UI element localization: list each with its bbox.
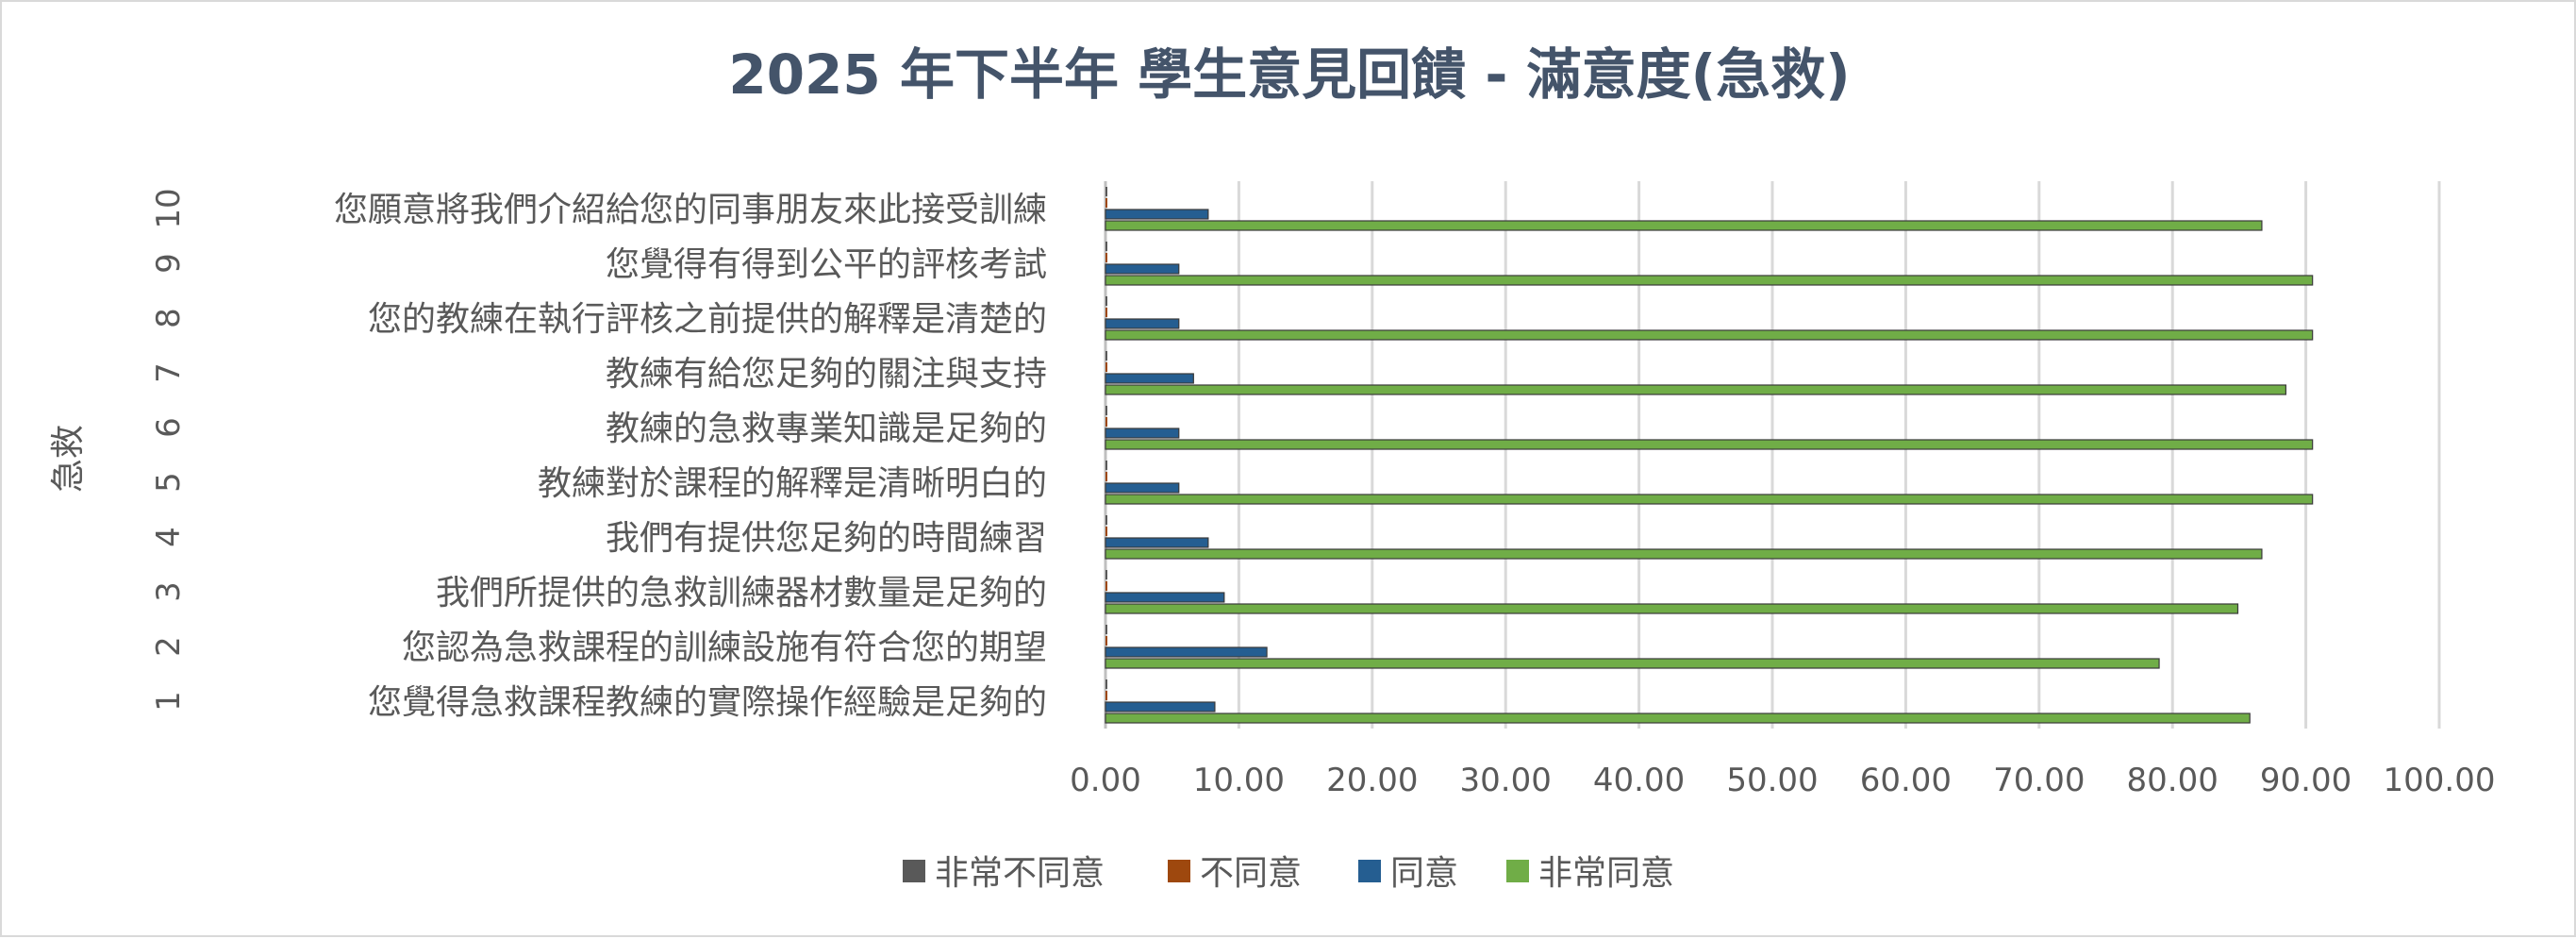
bar-4-2: [1105, 658, 2160, 669]
bar-2-10: [1105, 198, 1107, 208]
category-label: 您認為急救課程的訓練設施有符合您的期望: [402, 629, 1047, 667]
bar-4-8: [1105, 329, 2314, 341]
legend-label-2: 不同意: [1200, 854, 1302, 893]
x-tick-label: 50.00: [1726, 762, 1818, 799]
bar-4-3: [1105, 603, 2239, 614]
x-axis-ticks: 0.00 10.00 20.00 30.00 40.00 50.00 60.00 70.00 8…: [1070, 762, 2495, 799]
category-number: 2: [150, 636, 188, 657]
category-label: 我們有提供您足夠的時間練習: [606, 519, 1047, 558]
bar-3-4: [1105, 537, 1209, 548]
bar-4-7: [1105, 384, 2286, 395]
bar-4-6: [1105, 439, 2314, 450]
bar-3-3: [1105, 592, 1225, 603]
x-tick-label: 0.00: [1070, 762, 1141, 799]
bar-2-2: [1105, 636, 1107, 646]
bar-2-1: [1105, 691, 1107, 700]
category-label: 教練有給您足夠的關注與支持: [606, 355, 1047, 394]
bar-4-9: [1105, 275, 2314, 286]
bar-1-7: [1105, 351, 1107, 361]
x-tick-label: 80.00: [2127, 762, 2219, 799]
category-label: 您覺得急救課程教練的實際操作經驗是足夠的: [368, 683, 1047, 722]
bars: [1105, 187, 2314, 724]
bar-3-10: [1105, 209, 1209, 220]
category-number: 5: [150, 472, 188, 493]
legend: 非常不同意 不同意 同意 非常同意: [903, 854, 1674, 893]
x-tick-label: 100.00: [2384, 762, 2496, 799]
bar-4-10: [1105, 220, 2263, 231]
legend-swatch-1: [903, 860, 925, 882]
bar-4-1: [1105, 713, 2251, 724]
legend-label-3: 同意: [1390, 854, 1458, 893]
category-number: 8: [150, 308, 188, 328]
x-tick-label: 90.00: [2260, 762, 2352, 799]
bar-3-6: [1105, 428, 1180, 439]
bar-2-6: [1105, 417, 1107, 427]
category-number: 1: [150, 691, 188, 712]
category-number: 7: [150, 362, 188, 383]
legend-label-4: 非常同意: [1538, 854, 1674, 893]
bar-2-4: [1105, 527, 1107, 536]
x-tick-label: 60.00: [1860, 762, 1952, 799]
bar-2-9: [1105, 253, 1107, 262]
category-label: 您願意將我們介紹給您的同事朋友來此接受訓練: [334, 191, 1047, 229]
x-tick-label: 40.00: [1593, 762, 1685, 799]
category-labels: 您覺得急救課程教練的實際操作經驗是足夠的 1 您認為急救課程的訓練設施有符合您的期望…: [150, 188, 1047, 722]
category-label: 我們所提供的急救訓練器材數量是足夠的: [436, 574, 1047, 612]
bar-3-8: [1105, 318, 1180, 329]
y-axis-title: 急救: [49, 425, 88, 493]
bar-1-6: [1105, 406, 1107, 415]
bar-2-3: [1105, 581, 1107, 591]
x-tick-label: 30.00: [1460, 762, 1552, 799]
legend-swatch-3: [1358, 860, 1381, 882]
category-number: 9: [150, 253, 188, 274]
bar-4-4: [1105, 548, 2263, 560]
bar-3-2: [1105, 646, 1268, 658]
bar-1-10: [1105, 187, 1107, 196]
category-number: 3: [150, 581, 188, 602]
x-tick-label: 10.00: [1193, 762, 1285, 799]
bar-1-9: [1105, 242, 1107, 251]
bar-4-5: [1105, 494, 2314, 505]
category-label: 教練的急救專業知識是足夠的: [606, 410, 1047, 448]
bar-1-3: [1105, 570, 1107, 579]
bar-3-9: [1105, 263, 1180, 275]
bar-2-5: [1105, 472, 1107, 481]
category-label: 您覺得有得到公平的評核考試: [606, 245, 1047, 284]
x-tick-label: 70.00: [1993, 762, 2085, 799]
legend-label-1: 非常不同意: [935, 854, 1105, 893]
category-number: 10: [150, 188, 188, 228]
bar-2-8: [1105, 308, 1107, 317]
legend-swatch-4: [1506, 860, 1529, 882]
bar-1-1: [1105, 679, 1107, 689]
category-label: 您的教練在執行評核之前提供的解釋是清楚的: [368, 300, 1047, 339]
chart-title: 2025 年下半年 學生意見回饋 - 滿意度(急救): [728, 42, 1850, 107]
bar-1-2: [1105, 625, 1107, 634]
x-tick-label: 20.00: [1326, 762, 1418, 799]
bar-1-5: [1105, 461, 1107, 470]
bar-1-8: [1105, 296, 1107, 306]
category-number: 4: [150, 527, 188, 547]
gridlines: [1104, 181, 2441, 729]
bar-3-7: [1105, 373, 1194, 384]
legend-swatch-2: [1168, 860, 1190, 882]
bar-3-1: [1105, 701, 1216, 713]
bar-3-5: [1105, 482, 1180, 494]
category-number: 6: [150, 417, 188, 438]
bar-2-7: [1105, 362, 1107, 372]
bar-1-4: [1105, 515, 1107, 525]
category-label: 教練對於課程的解釋是清晰明白的: [538, 464, 1047, 503]
